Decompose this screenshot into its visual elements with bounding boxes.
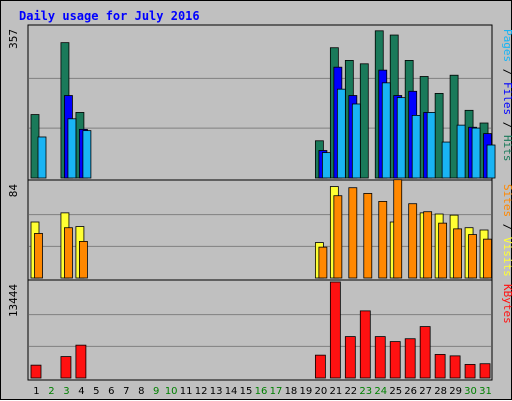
series-legend-label: Sites / Visits [501,184,512,277]
x-tick-day-24: 24 [374,386,387,397]
bar-sites-day-21 [333,195,343,279]
bar-sites-day-31 [483,238,492,279]
bar-sites-day-25 [393,179,403,279]
bar-sites-day-26 [408,203,418,279]
x-tick-day-5: 5 [93,386,99,397]
x-tick-day-26: 26 [404,386,417,397]
bar-kbytes-day-23 [359,310,371,379]
x-tick-day-19: 19 [300,386,313,397]
bar-sites-day-29 [453,228,462,279]
bar-kbytes-day-24 [374,336,386,379]
legend-part: Visits [501,237,512,277]
bar-kbytes-day-22 [344,336,356,379]
bar-kbytes-day-31 [479,363,491,379]
bar-pages-day-27 [426,112,436,179]
bar-sites-day-24 [378,201,388,279]
axis-max-label: 84 [7,184,20,198]
bar-kbytes-day-4 [75,344,87,379]
bar-sites-day-30 [468,234,477,279]
bar-pages-day-1 [37,136,47,179]
legend-part: Files [501,82,512,115]
bar-sites-day-28 [438,222,448,279]
legend-part: Pages [501,29,512,62]
chart-title: Daily usage for July 2016 [19,9,200,23]
bar-pages-day-21 [336,88,346,179]
bar-sites-day-1 [34,233,43,279]
bar-kbytes-day-20 [314,354,326,379]
x-tick-day-2: 2 [48,386,54,397]
legend-part: / [501,217,512,237]
x-tick-day-15: 15 [240,386,253,397]
legend-part: / [501,115,512,135]
bar-sites-day-4 [79,241,88,279]
bar-sites-day-20 [318,246,328,279]
bar-sites-day-3 [64,227,73,279]
x-tick-day-16: 16 [255,386,268,397]
x-tick-day-22: 22 [344,386,357,397]
bar-kbytes-day-27 [419,326,431,379]
bar-hits-day-23 [359,63,369,179]
bar-pages-day-29 [456,124,466,179]
legend-part: / [501,62,512,82]
x-tick-day-3: 3 [63,386,69,397]
x-tick-day-1: 1 [33,386,39,397]
bar-pages-day-25 [396,97,406,179]
x-tick-day-23: 23 [359,386,372,397]
x-tick-day-11: 11 [180,386,193,397]
bar-pages-day-22 [351,103,361,179]
bar-kbytes-day-25 [389,341,401,379]
bar-pages-day-4 [82,130,92,179]
axis-max-label: 357 [7,29,20,49]
bar-kbytes-day-26 [404,338,416,379]
x-tick-day-13: 13 [210,386,223,397]
x-tick-day-25: 25 [389,386,402,397]
x-tick-day-29: 29 [449,386,462,397]
x-tick-day-17: 17 [270,386,283,397]
x-tick-day-14: 14 [225,386,238,397]
bar-sites-day-23 [363,193,373,279]
bar-kbytes-day-21 [329,281,341,379]
x-tick-day-21: 21 [329,386,342,397]
bar-pages-day-20 [321,152,331,179]
x-tick-day-30: 30 [464,386,477,397]
axis-max-label: 13444 [7,284,20,317]
series-legend-label: KBytes [501,284,512,324]
series-legend-label: Pages / Files / Hits [501,29,512,162]
x-tick-day-20: 20 [315,386,328,397]
x-tick-day-28: 28 [434,386,447,397]
bar-pages-day-3 [67,118,77,179]
bar-sites-day-27 [423,211,433,279]
x-tick-day-8: 8 [138,386,144,397]
x-tick-day-7: 7 [123,386,129,397]
bar-pages-day-24 [381,82,391,179]
x-tick-day-27: 27 [419,386,432,397]
legend-part: Hits [501,135,512,162]
bar-kbytes-day-3 [60,356,72,379]
legend-part: Sites [501,184,512,217]
x-tick-day-6: 6 [108,386,114,397]
bar-kbytes-day-1 [30,364,42,379]
x-tick-day-9: 9 [153,386,159,397]
bar-pages-day-31 [486,144,496,179]
legend-part: KBytes [501,284,512,324]
x-tick-day-18: 18 [285,386,298,397]
bar-sites-day-22 [348,187,358,279]
bar-kbytes-day-28 [434,354,446,379]
bar-kbytes-day-29 [449,355,461,379]
bar-pages-day-26 [411,115,421,179]
bar-kbytes-day-30 [464,364,476,379]
x-tick-day-10: 10 [165,386,178,397]
x-tick-day-4: 4 [78,386,84,397]
bar-pages-day-28 [441,141,451,179]
x-tick-day-31: 31 [479,386,492,397]
x-tick-day-12: 12 [195,386,208,397]
bar-pages-day-30 [471,127,481,179]
